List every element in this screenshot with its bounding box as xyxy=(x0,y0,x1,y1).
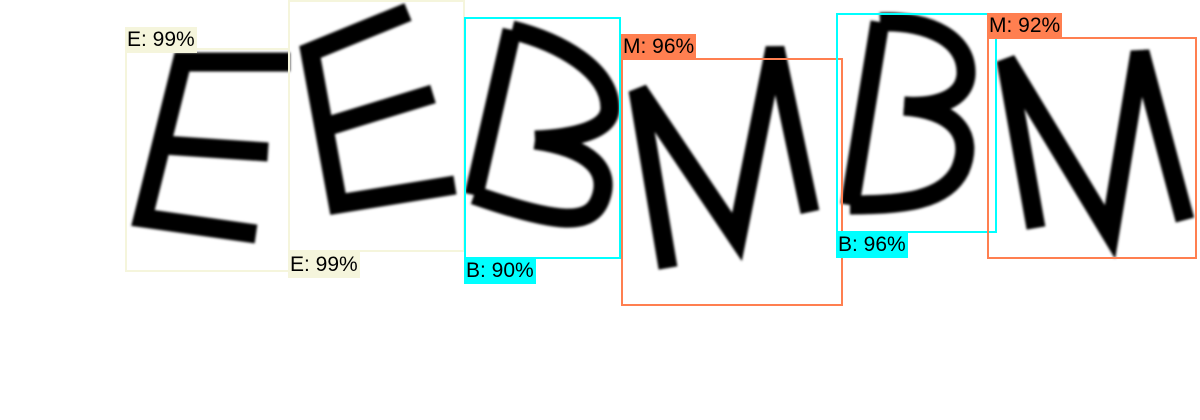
detection-label-m-2: M: 92% xyxy=(987,13,1063,39)
detection-box-b-1 xyxy=(464,17,621,259)
letter-b-2-shape xyxy=(840,12,976,215)
letter-m-2-shape xyxy=(996,49,1195,259)
letter-e-2-shape xyxy=(299,3,457,215)
detection-box-b-2 xyxy=(836,13,997,233)
detection-box-m-2 xyxy=(987,37,1197,259)
detection-box-e-2 xyxy=(288,0,465,252)
detection-box-e-1 xyxy=(125,48,290,272)
detection-label-e-1: E: 99% xyxy=(125,27,197,53)
detection-label-e-2: E: 99% xyxy=(288,252,360,278)
detection-label-b-1: B: 90% xyxy=(464,258,536,284)
letter-m-1-shape xyxy=(628,46,820,270)
detection-label-m-1: M: 96% xyxy=(621,34,697,60)
detection-label-b-2: B: 96% xyxy=(836,232,908,258)
letter-b-1-shape xyxy=(464,20,620,228)
detection-box-m-1 xyxy=(621,58,843,306)
letter-e-1-shape xyxy=(131,52,290,244)
